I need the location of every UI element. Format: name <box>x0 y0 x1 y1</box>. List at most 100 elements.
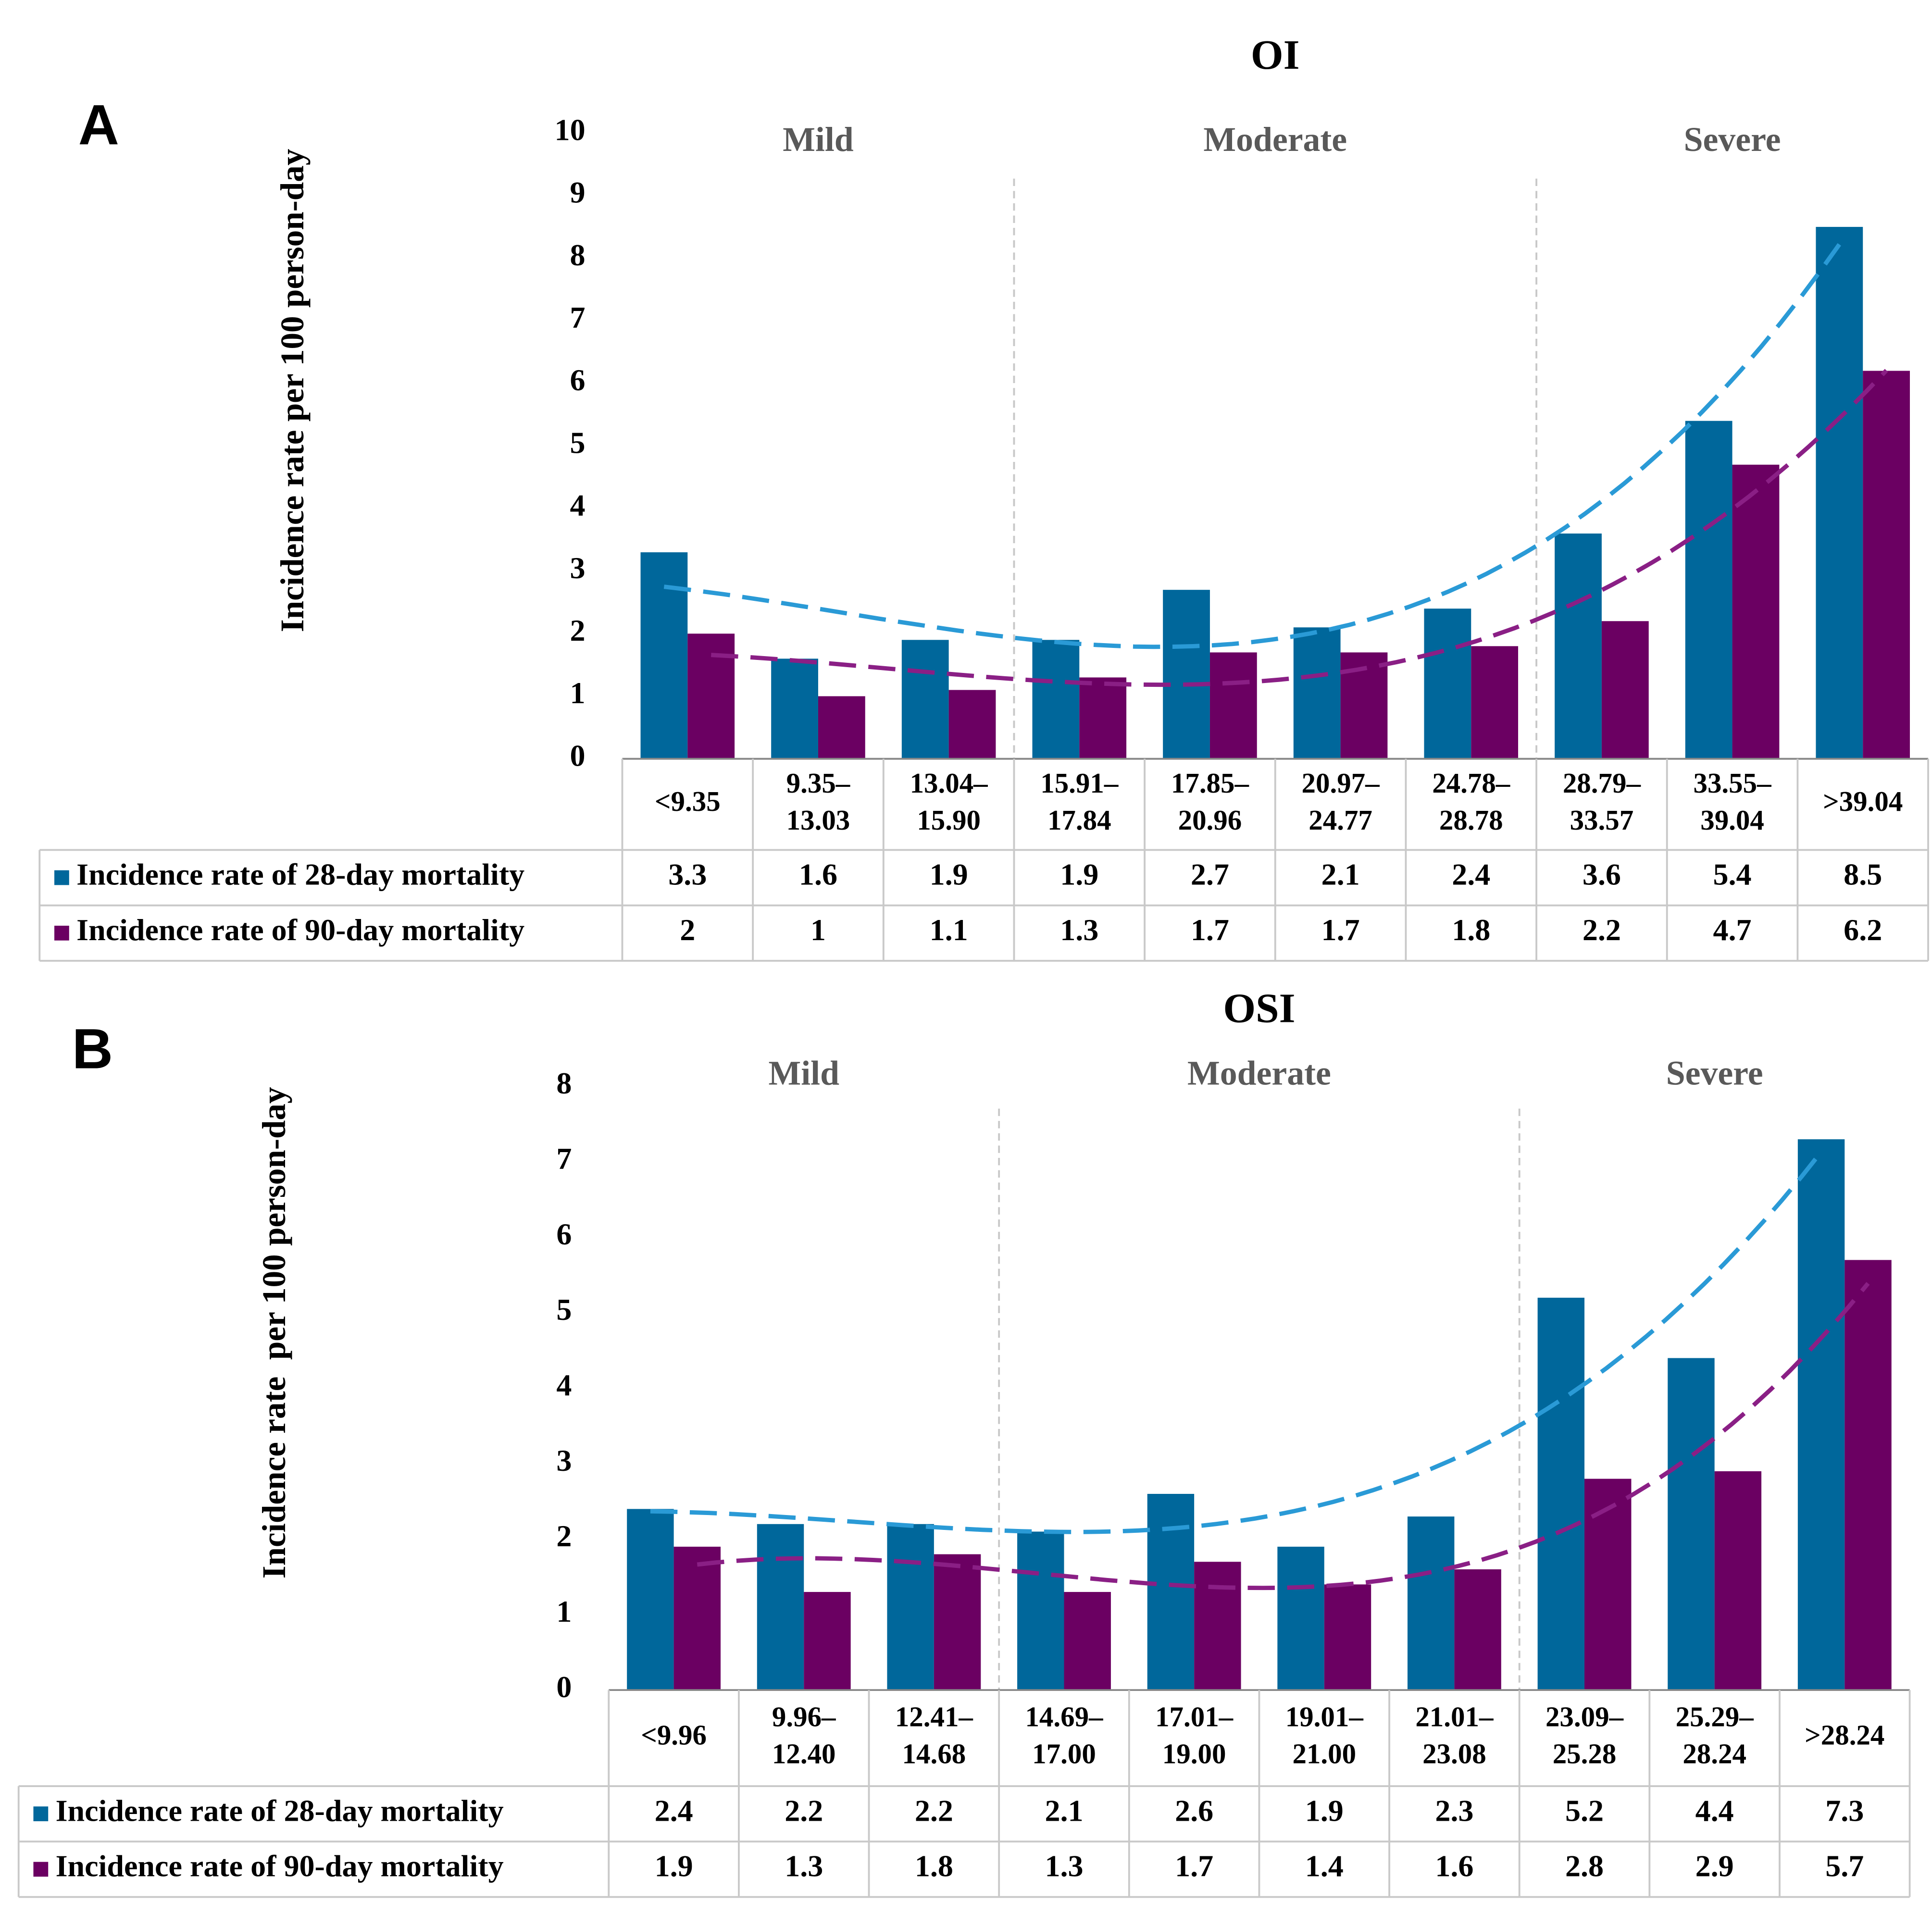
y-tick-label: 6 <box>556 1217 572 1251</box>
table-value: 5.4 <box>1713 857 1752 892</box>
y-tick-label: 0 <box>570 738 586 772</box>
bar <box>1732 464 1780 759</box>
bar <box>1032 640 1080 759</box>
bar <box>1863 371 1910 759</box>
bar <box>687 634 735 759</box>
section-label: Severe <box>1684 120 1781 159</box>
chart-title: OSI <box>1223 985 1295 1031</box>
x-tick-label: <9.35 <box>655 785 721 817</box>
x-tick-line: 25.29– <box>1676 1701 1754 1732</box>
x-tick-line: 14.69– <box>1025 1701 1103 1732</box>
table-value: 1.7 <box>1175 1849 1213 1883</box>
y-tick-label: 3 <box>556 1443 572 1478</box>
x-tick-label: 12.41– 14.68 <box>895 1701 973 1769</box>
legend-swatch <box>54 925 69 941</box>
bar <box>673 1546 721 1690</box>
table-value: 1.6 <box>799 857 837 892</box>
y-tick-label: 7 <box>570 300 586 335</box>
table-value: 4.4 <box>1695 1793 1734 1827</box>
x-tick-line: 33.55– <box>1694 767 1772 799</box>
table-value: 5.2 <box>1565 1793 1604 1827</box>
bar <box>1277 1546 1324 1690</box>
bar <box>1209 652 1257 759</box>
x-tick-label: 9.96– 12.40 <box>772 1701 836 1769</box>
x-tick-line: 12.40 <box>772 1738 836 1769</box>
x-tick-line: 19.00 <box>1162 1738 1226 1769</box>
x-tick-line: 23.09– <box>1546 1701 1624 1732</box>
bar <box>1714 1471 1762 1690</box>
x-tick-line: 15.91– <box>1040 767 1119 799</box>
x-tick-line: 24.78– <box>1432 767 1510 799</box>
x-tick-label: 17.85– 20.96 <box>1171 767 1249 836</box>
y-axis-label: Incidence rate per 100 person-day <box>274 149 311 633</box>
bar <box>901 640 949 759</box>
table-value: 3.3 <box>668 857 707 892</box>
x-tick-line: 19.01– <box>1285 1701 1364 1732</box>
table-value: 1.9 <box>930 857 968 892</box>
x-tick-line: 24.77 <box>1309 804 1372 835</box>
y-axis-label: Incidence rate per 100 person-day <box>255 1087 292 1578</box>
y-tick-label: 0 <box>556 1670 572 1704</box>
x-tick-line: 39.04 <box>1700 804 1764 835</box>
y-tick-label: 9 <box>570 175 586 210</box>
table-value: 1.3 <box>1045 1849 1083 1883</box>
x-tick-line: 20.96 <box>1178 804 1242 835</box>
y-tick-label: 2 <box>556 1519 572 1553</box>
data-table <box>38 758 1929 962</box>
table-value: 1.9 <box>1060 857 1098 892</box>
bar <box>640 552 688 759</box>
x-tick-label: 9.35– 13.03 <box>786 767 850 836</box>
x-tick-line: 28.78 <box>1439 804 1503 835</box>
bar <box>1424 609 1471 759</box>
x-tick-line: 14.68 <box>902 1738 966 1769</box>
table-value: 8.5 <box>1844 857 1882 892</box>
bar <box>1685 421 1733 759</box>
x-tick-line: 12.41– <box>895 1701 973 1732</box>
x-tick-line: 9.96– <box>772 1701 836 1732</box>
bar <box>1601 621 1649 759</box>
table-value: 1.3 <box>1060 913 1098 947</box>
table-value: 2.9 <box>1695 1849 1734 1883</box>
x-tick-line: 15.90 <box>917 804 981 835</box>
legend-swatch <box>33 1862 49 1877</box>
table-value: 2.2 <box>915 1793 953 1827</box>
trend-line <box>697 1282 1870 1590</box>
y-tick-label: 6 <box>570 363 586 397</box>
y-tick-label: 10 <box>555 112 586 147</box>
table-value: 2 <box>680 913 695 947</box>
y-tick-label: 3 <box>570 551 586 585</box>
bar <box>1064 1592 1111 1690</box>
x-tick-line: 28.79– <box>1563 767 1641 799</box>
bar <box>1555 533 1602 759</box>
x-tick-line: 13.03 <box>786 804 850 835</box>
table-value: 5.7 <box>1825 1849 1864 1883</box>
table-value: 2.4 <box>655 1793 693 1827</box>
bar <box>948 690 996 759</box>
y-tick-label: 2 <box>570 613 586 647</box>
bar <box>1194 1562 1241 1690</box>
table-value: 1.9 <box>655 1849 693 1883</box>
bar <box>934 1554 981 1690</box>
x-tick-line: 21.01– <box>1415 1701 1494 1732</box>
chart-title: OI <box>1251 31 1300 78</box>
x-tick-label: >28.24 <box>1805 1719 1884 1751</box>
table-value: 2.8 <box>1565 1849 1604 1883</box>
legend-label: Incidence rate of 28-day mortality <box>56 1793 504 1827</box>
trend-line <box>711 369 1888 687</box>
chart-panel: A OI Incidence rate per 100 person-day 0 1 2 3… <box>38 31 1929 962</box>
bar <box>1668 1358 1715 1690</box>
panel-label: A <box>78 93 119 156</box>
y-tick-label: 8 <box>556 1066 572 1100</box>
x-tick-label: 20.97– 24.77 <box>1302 767 1380 836</box>
bar <box>1816 227 1863 759</box>
bar <box>1454 1569 1501 1690</box>
x-tick-label: 19.01– 21.00 <box>1285 1701 1364 1769</box>
table-value: 1 <box>810 913 826 947</box>
x-tick-label: >39.04 <box>1823 785 1903 817</box>
table-value: 2.1 <box>1045 1793 1083 1827</box>
bar <box>887 1524 934 1690</box>
table-value: 1.7 <box>1321 913 1360 947</box>
section-label: Moderate <box>1203 120 1347 159</box>
bar <box>818 696 865 759</box>
